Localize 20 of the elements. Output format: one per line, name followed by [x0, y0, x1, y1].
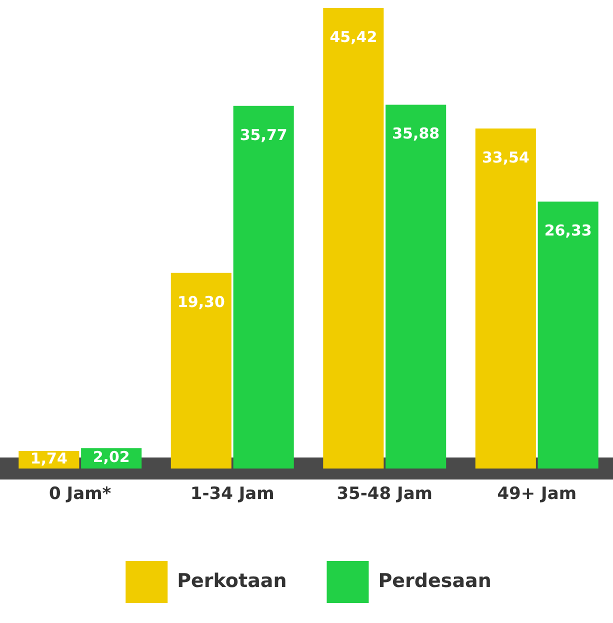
data-label: 1,74 — [30, 450, 68, 468]
data-label: 26,33 — [544, 221, 592, 240]
data-label: 45,42 — [330, 28, 378, 46]
x-tick-label: 49+ Jam — [497, 484, 577, 504]
bar — [233, 106, 294, 469]
x-tick-label: 1-34 Jam — [190, 484, 274, 504]
bar — [475, 128, 536, 469]
data-label: 19,30 — [177, 292, 225, 311]
bar — [538, 202, 598, 469]
x-tick-label: 35-48 Jam — [336, 484, 433, 504]
data-label: 2,02 — [92, 448, 130, 466]
legend-label: Perkotaan — [177, 570, 287, 592]
legend-label: Perdesaan — [378, 570, 492, 592]
bar — [386, 104, 446, 469]
bar — [323, 8, 384, 469]
x-tick-label: 0 Jam* — [49, 484, 112, 504]
data-label: 35,77 — [240, 126, 288, 144]
data-label: 35,88 — [392, 124, 440, 143]
data-label: 33,54 — [482, 148, 530, 166]
bar — [170, 272, 232, 469]
